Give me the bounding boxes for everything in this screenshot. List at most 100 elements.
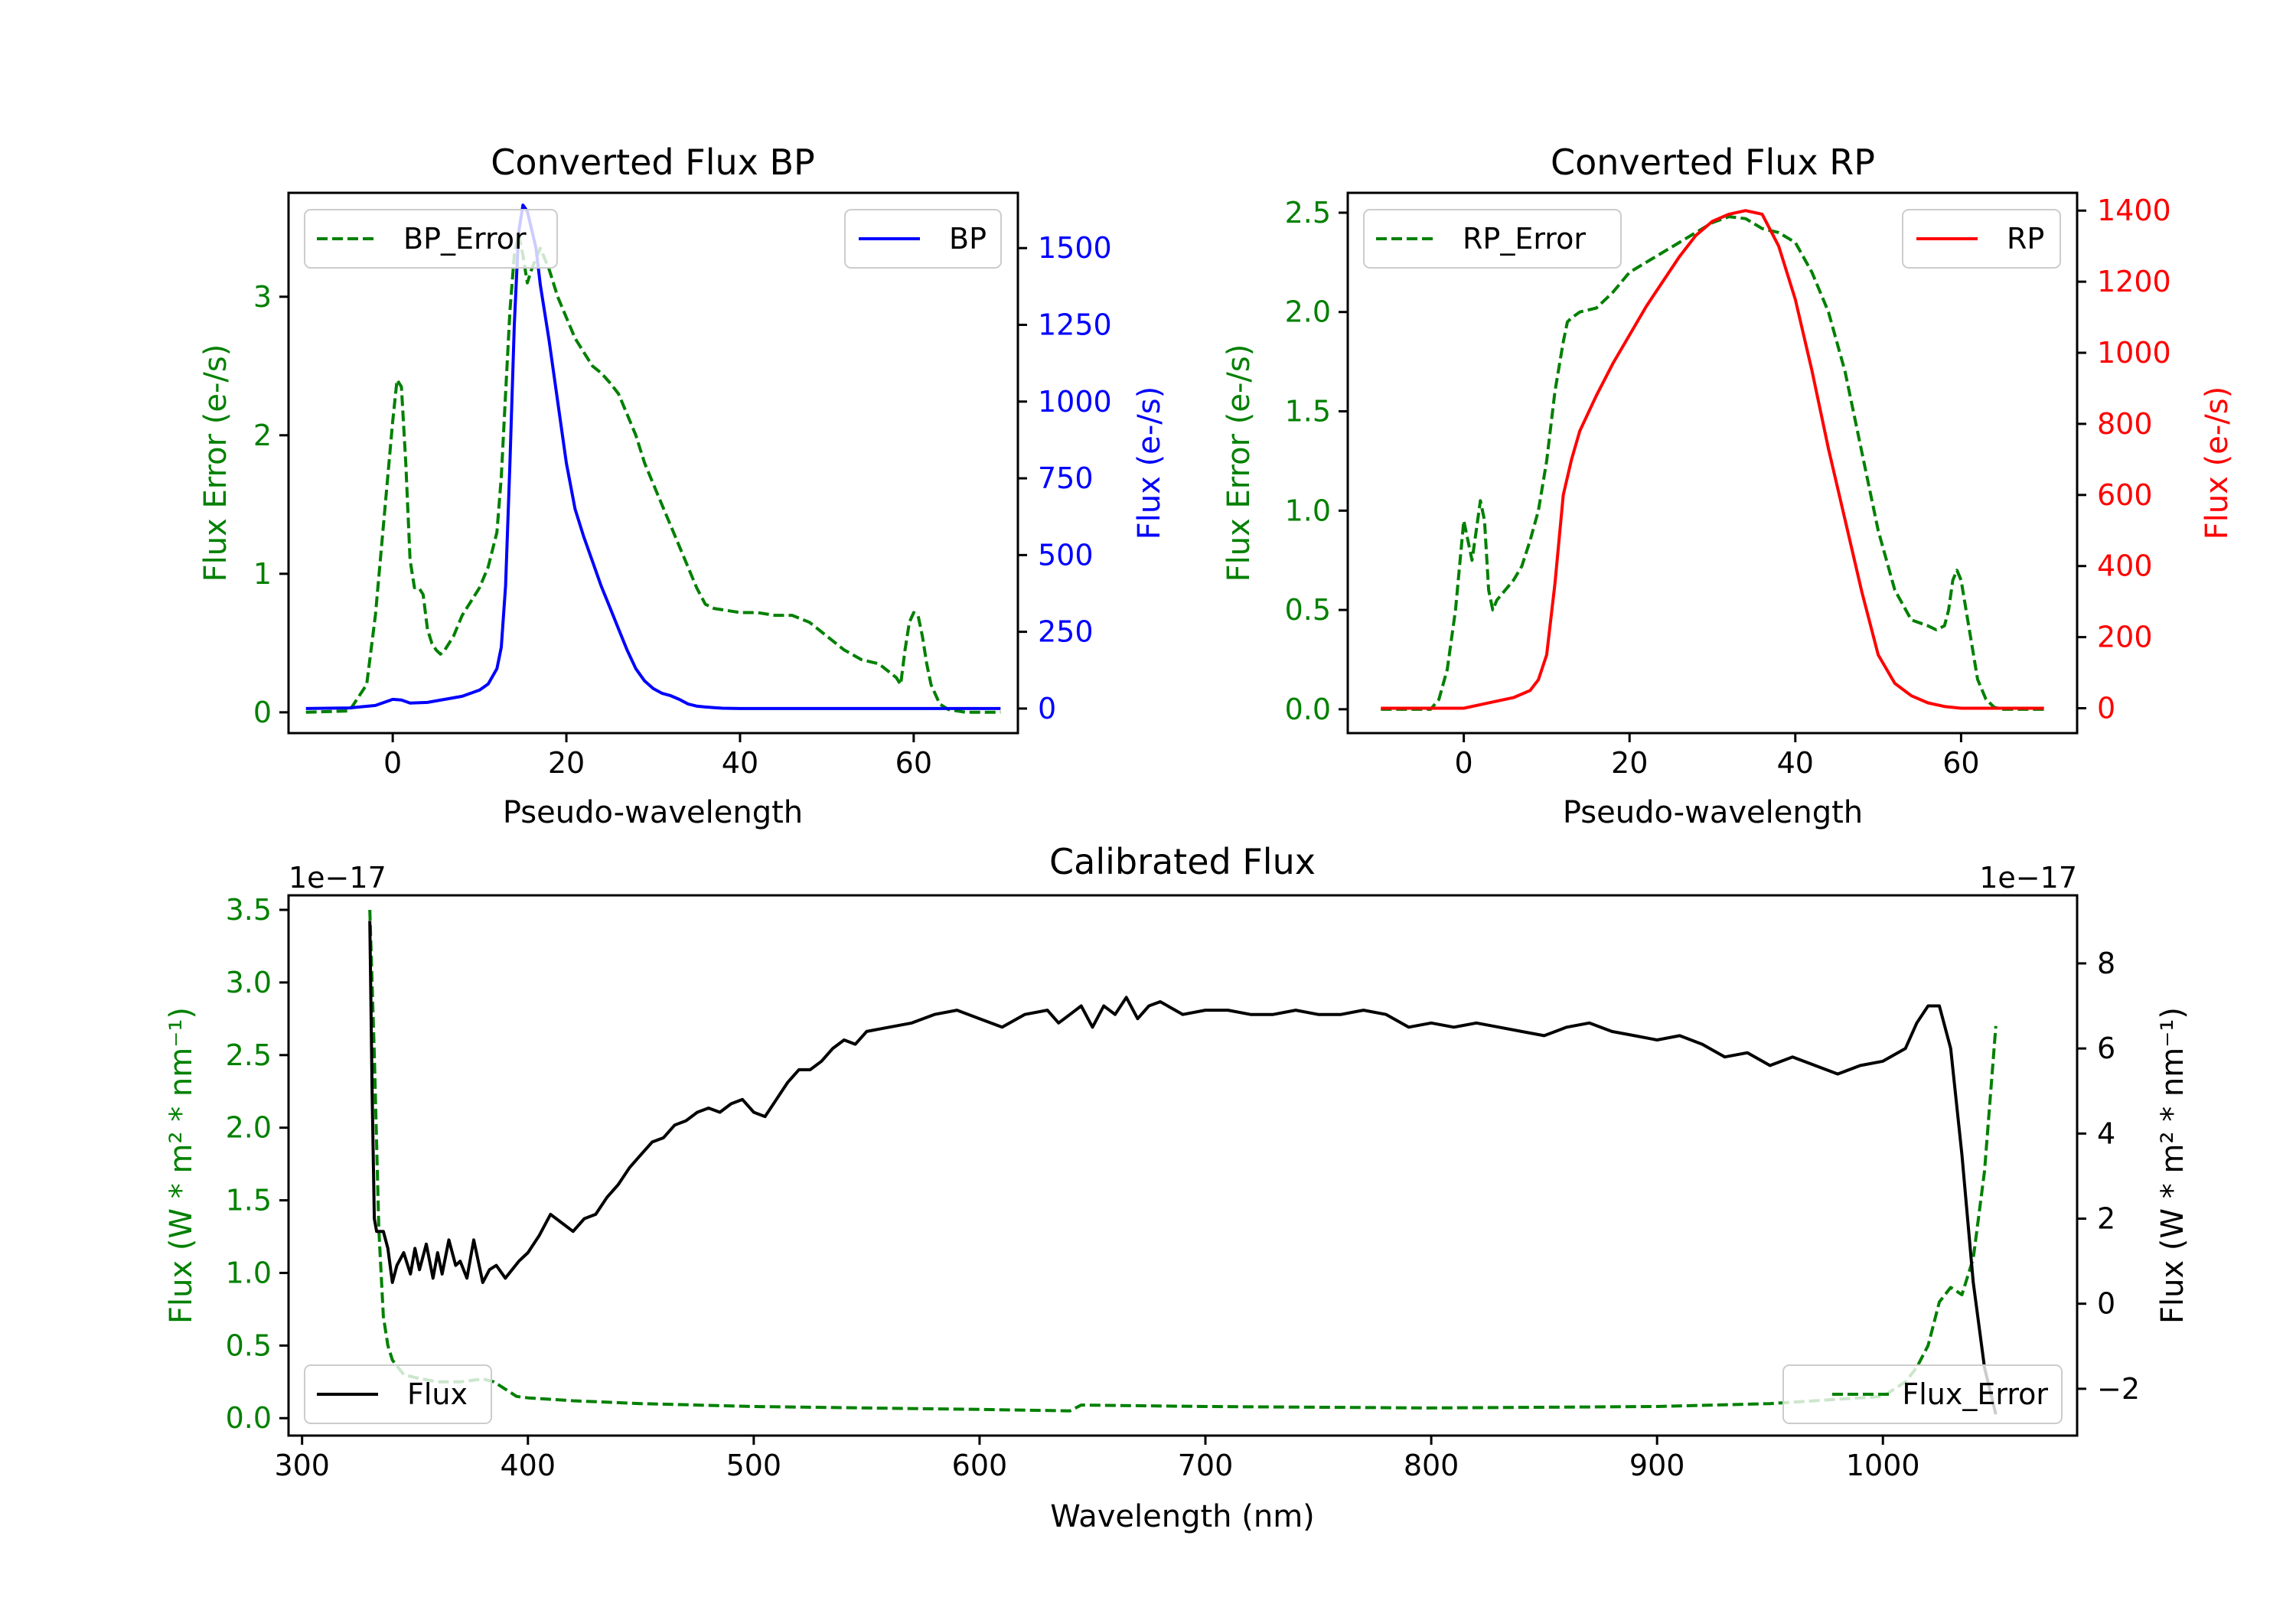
rp-ytick-right-label: 600 — [2097, 478, 2153, 512]
rp-ytick-right-label: 0 — [2097, 691, 2115, 725]
bp-ytick-right-label: 0 — [1038, 692, 1056, 725]
bp-ytick-left-label: 1 — [253, 557, 272, 591]
calibrated-title: Calibrated Flux — [1049, 841, 1316, 882]
rp-legend-flux: RP — [1902, 209, 2061, 269]
rp-plot-area — [1381, 209, 2044, 711]
rp-panel: Converted Flux RP 0 20 40 60 0.0 0.5 1.0 1.5 2.… — [1221, 142, 2235, 830]
bp-xtick-label: 20 — [548, 746, 585, 780]
rp-ytick-left-label: 0.5 — [1285, 593, 1331, 627]
bp-title: Converted Flux BP — [491, 142, 815, 183]
calibrated-ytick-right-label: 4 — [2097, 1116, 2115, 1150]
calibrated-xtick-label: 400 — [501, 1449, 556, 1482]
calibrated-xtick-label: 700 — [1178, 1449, 1234, 1482]
rp-ytick-right-label: 1200 — [2097, 265, 2171, 298]
rp-ytick-left-label: 2.5 — [1285, 196, 1331, 230]
calibrated-ytick-left-label: 2.0 — [226, 1111, 272, 1145]
rp-series-rp — [1381, 209, 2044, 710]
calibrated-ytick-left-label: 0.5 — [226, 1328, 272, 1362]
bp-ytick-left-label: 2 — [253, 419, 272, 452]
rp-title: Converted Flux RP — [1551, 142, 1875, 183]
bp-series-bp-error — [305, 233, 1001, 714]
bp-legend-error-box — [304, 209, 558, 269]
rp-ylabel-right: Flux (e-/s) — [2200, 386, 2235, 539]
rp-ytick-right-label: 1000 — [2097, 336, 2171, 370]
rp-ytick-left-label: 1.5 — [1285, 395, 1331, 429]
calibrated-ytick-right-label: −2 — [2097, 1372, 2140, 1406]
bp-ytick-right-label: 1250 — [1038, 308, 1112, 341]
rp-ytick-left-label: 2.0 — [1285, 295, 1331, 329]
bp-ylabel-left: Flux Error (e-/s) — [198, 344, 233, 582]
rp-ytick-right-label: 800 — [2097, 407, 2153, 441]
bp-panel: Converted Flux BP 0 20 40 60 0 1 2 3 0 250 500 75… — [198, 142, 1167, 830]
calibrated-legend-flux-label: Flux — [407, 1377, 468, 1411]
bp-xticks: 0 20 40 60 — [383, 733, 932, 780]
calibrated-xtick-label: 600 — [952, 1449, 1008, 1482]
calibrated-ylabel-right: Flux (W * m² * nm⁻¹) — [2155, 1007, 2190, 1324]
calibrated-ytick-left-label: 1.5 — [226, 1184, 272, 1217]
rp-ytick-right-label: 400 — [2097, 549, 2153, 583]
bp-ytick-right-label: 1500 — [1038, 231, 1112, 265]
calibrated-ytick-left-label: 0.0 — [226, 1401, 272, 1435]
calibrated-legend-flux: Flux — [304, 1364, 492, 1424]
rp-xtick-label: 60 — [1942, 746, 1979, 780]
rp-legend-flux-box — [1902, 209, 2061, 269]
bp-xtick-label: 60 — [895, 746, 932, 780]
rp-yticks-right: 0 200 400 600 800 1000 1200 1400 — [2077, 194, 2171, 725]
rp-legend-error-label: RP_Error — [1463, 222, 1586, 256]
rp-legend-error-box — [1363, 209, 1622, 269]
rp-xlabel: Pseudo-wavelength — [1563, 795, 1863, 830]
calibrated-ytick-left-label: 3.5 — [226, 893, 272, 927]
rp-ytick-right-label: 1400 — [2097, 194, 2171, 227]
calibrated-ytick-left-label: 1.0 — [226, 1256, 272, 1289]
bp-xlabel: Pseudo-wavelength — [503, 795, 803, 830]
rp-legend-flux-label: RP — [2007, 222, 2044, 256]
calibrated-xlabel: Wavelength (nm) — [1050, 1499, 1315, 1534]
bp-ytick-right-label: 750 — [1038, 461, 1094, 495]
calibrated-offset-left: 1e−17 — [289, 861, 386, 895]
bp-yticks-right: 0 250 500 750 1000 1250 1500 — [1018, 231, 1112, 725]
bp-ylabel-right: Flux (e-/s) — [1132, 386, 1167, 539]
calibrated-axes-frame — [287, 894, 2079, 1437]
rp-yticks-left: 0.0 0.5 1.0 1.5 2.0 2.5 — [1285, 196, 1348, 726]
calibrated-offset-right: 1e−17 — [1979, 861, 2077, 895]
calibrated-ytick-right-label: 0 — [2097, 1287, 2115, 1321]
calibrated-xtick-label: 800 — [1404, 1449, 1459, 1482]
calibrated-yticks-right: −2 0 2 4 6 8 — [2077, 947, 2140, 1406]
calibrated-xticks: 300 400 500 600 700 800 900 1000 — [274, 1436, 1920, 1482]
rp-xtick-label: 40 — [1777, 746, 1814, 780]
bp-yticks-left: 0 1 2 3 — [253, 280, 289, 729]
calibrated-yticks-left: 0.0 0.5 1.0 1.5 2.0 2.5 3.0 3.5 — [226, 893, 289, 1435]
calibrated-xtick-label: 1000 — [1846, 1449, 1920, 1482]
rp-axes-frame — [1346, 191, 2079, 735]
rp-ytick-left-label: 1.0 — [1285, 494, 1331, 527]
calibrated-legend-flux-box — [304, 1364, 492, 1424]
bp-legend-flux-box — [844, 209, 1002, 269]
bp-legend-flux: BP — [844, 209, 1002, 269]
rp-ytick-right-label: 200 — [2097, 621, 2153, 654]
calibrated-xtick-label: 300 — [274, 1449, 330, 1482]
bp-ytick-right-label: 250 — [1038, 615, 1094, 649]
bp-legend-error: BP_Error — [304, 209, 558, 269]
calibrated-legend-error-box — [1782, 1364, 2063, 1424]
calibrated-series-flux — [368, 921, 1998, 1415]
calibrated-legend-error: Flux_Error — [1782, 1364, 2063, 1424]
calibrated-xtick-label: 900 — [1629, 1449, 1685, 1482]
bp-ytick-left-label: 0 — [253, 696, 272, 729]
rp-legend-error: RP_Error — [1363, 209, 1622, 269]
bp-series-bp — [305, 204, 1001, 710]
rp-series-rp-error — [1381, 215, 2044, 711]
calibrated-panel: Calibrated Flux 1e−17 1e−17 300 400 500 600… — [164, 841, 2190, 1534]
rp-ytick-left-label: 0.0 — [1285, 693, 1331, 726]
calibrated-xtick-label: 500 — [726, 1449, 782, 1482]
bp-legend-flux-label: BP — [949, 222, 987, 256]
calibrated-ytick-right-label: 8 — [2097, 947, 2115, 980]
bp-plot-area — [305, 204, 1001, 714]
rp-ylabel-left: Flux Error (e-/s) — [1221, 344, 1257, 582]
bp-xtick-label: 0 — [383, 746, 402, 780]
bp-ytick-right-label: 1000 — [1038, 385, 1112, 419]
calibrated-ytick-right-label: 2 — [2097, 1201, 2115, 1235]
bp-axes-frame — [287, 191, 1019, 735]
calibrated-ytick-right-label: 6 — [2097, 1032, 2115, 1065]
bp-xtick-label: 40 — [722, 746, 758, 780]
